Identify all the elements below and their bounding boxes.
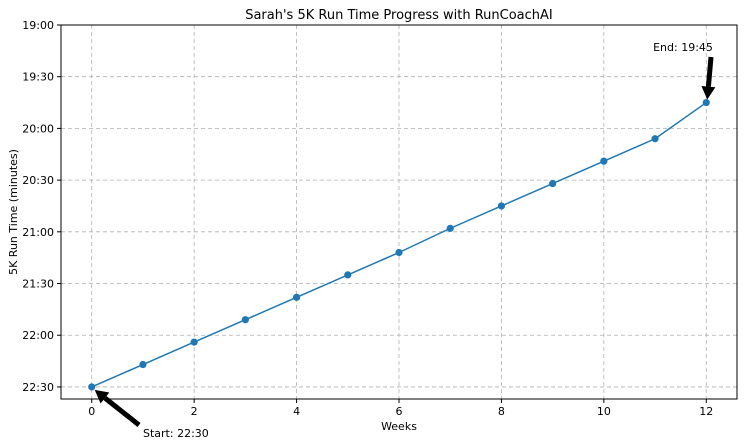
y-axis-label: 5K Run Time (minutes)	[7, 149, 20, 275]
y-tick-label: 19:30	[22, 71, 54, 84]
annotation-start-label: Start: 22:30	[143, 427, 209, 440]
data-point	[395, 248, 403, 257]
annotation-arrow	[94, 389, 141, 427]
x-axis-label: Weeks	[381, 420, 417, 433]
y-tick-label: 21:30	[22, 278, 54, 291]
y-tick-label: 20:30	[22, 174, 54, 187]
x-tick-label: 0	[88, 405, 95, 418]
x-tick-label: 6	[396, 405, 403, 418]
grid	[61, 24, 737, 399]
y-tick-label: 19:00	[22, 19, 54, 32]
series	[88, 98, 710, 391]
data-point	[702, 98, 710, 107]
data-point	[344, 271, 352, 279]
annotation-end-label: End: 19:45	[653, 41, 713, 54]
chart-title: Sarah's 5K Run Time Progress with RunCoa…	[245, 8, 553, 23]
plot-frame	[60, 24, 738, 400]
annotations: Start: 22:30 End: 19:45	[94, 41, 716, 440]
data-point	[446, 224, 454, 232]
axes: 0 2 4 6 8 10 12 19:00 19:30 20:00 20:30 21:00 21:30 2…	[22, 19, 738, 418]
y-tick-label: 21:00	[22, 226, 54, 239]
data-point	[292, 293, 301, 301]
x-tick-label: 8	[498, 405, 505, 418]
data-point	[241, 316, 249, 324]
data-point	[497, 202, 506, 210]
annotation-arrow	[701, 56, 716, 100]
data-point	[190, 338, 198, 346]
x-tick-label: 10	[597, 405, 611, 418]
y-tick-label: 22:30	[22, 381, 54, 394]
data-point	[88, 383, 96, 391]
data-point	[139, 360, 147, 369]
data-point	[651, 135, 659, 143]
x-tick-label: 2	[191, 405, 198, 418]
x-tick-label: 12	[699, 405, 713, 418]
y-tick-label: 20:00	[22, 122, 54, 135]
x-tick-label: 4	[293, 405, 300, 418]
data-point	[549, 179, 557, 188]
data-point	[600, 157, 608, 165]
y-tick-label: 22:00	[22, 329, 54, 342]
